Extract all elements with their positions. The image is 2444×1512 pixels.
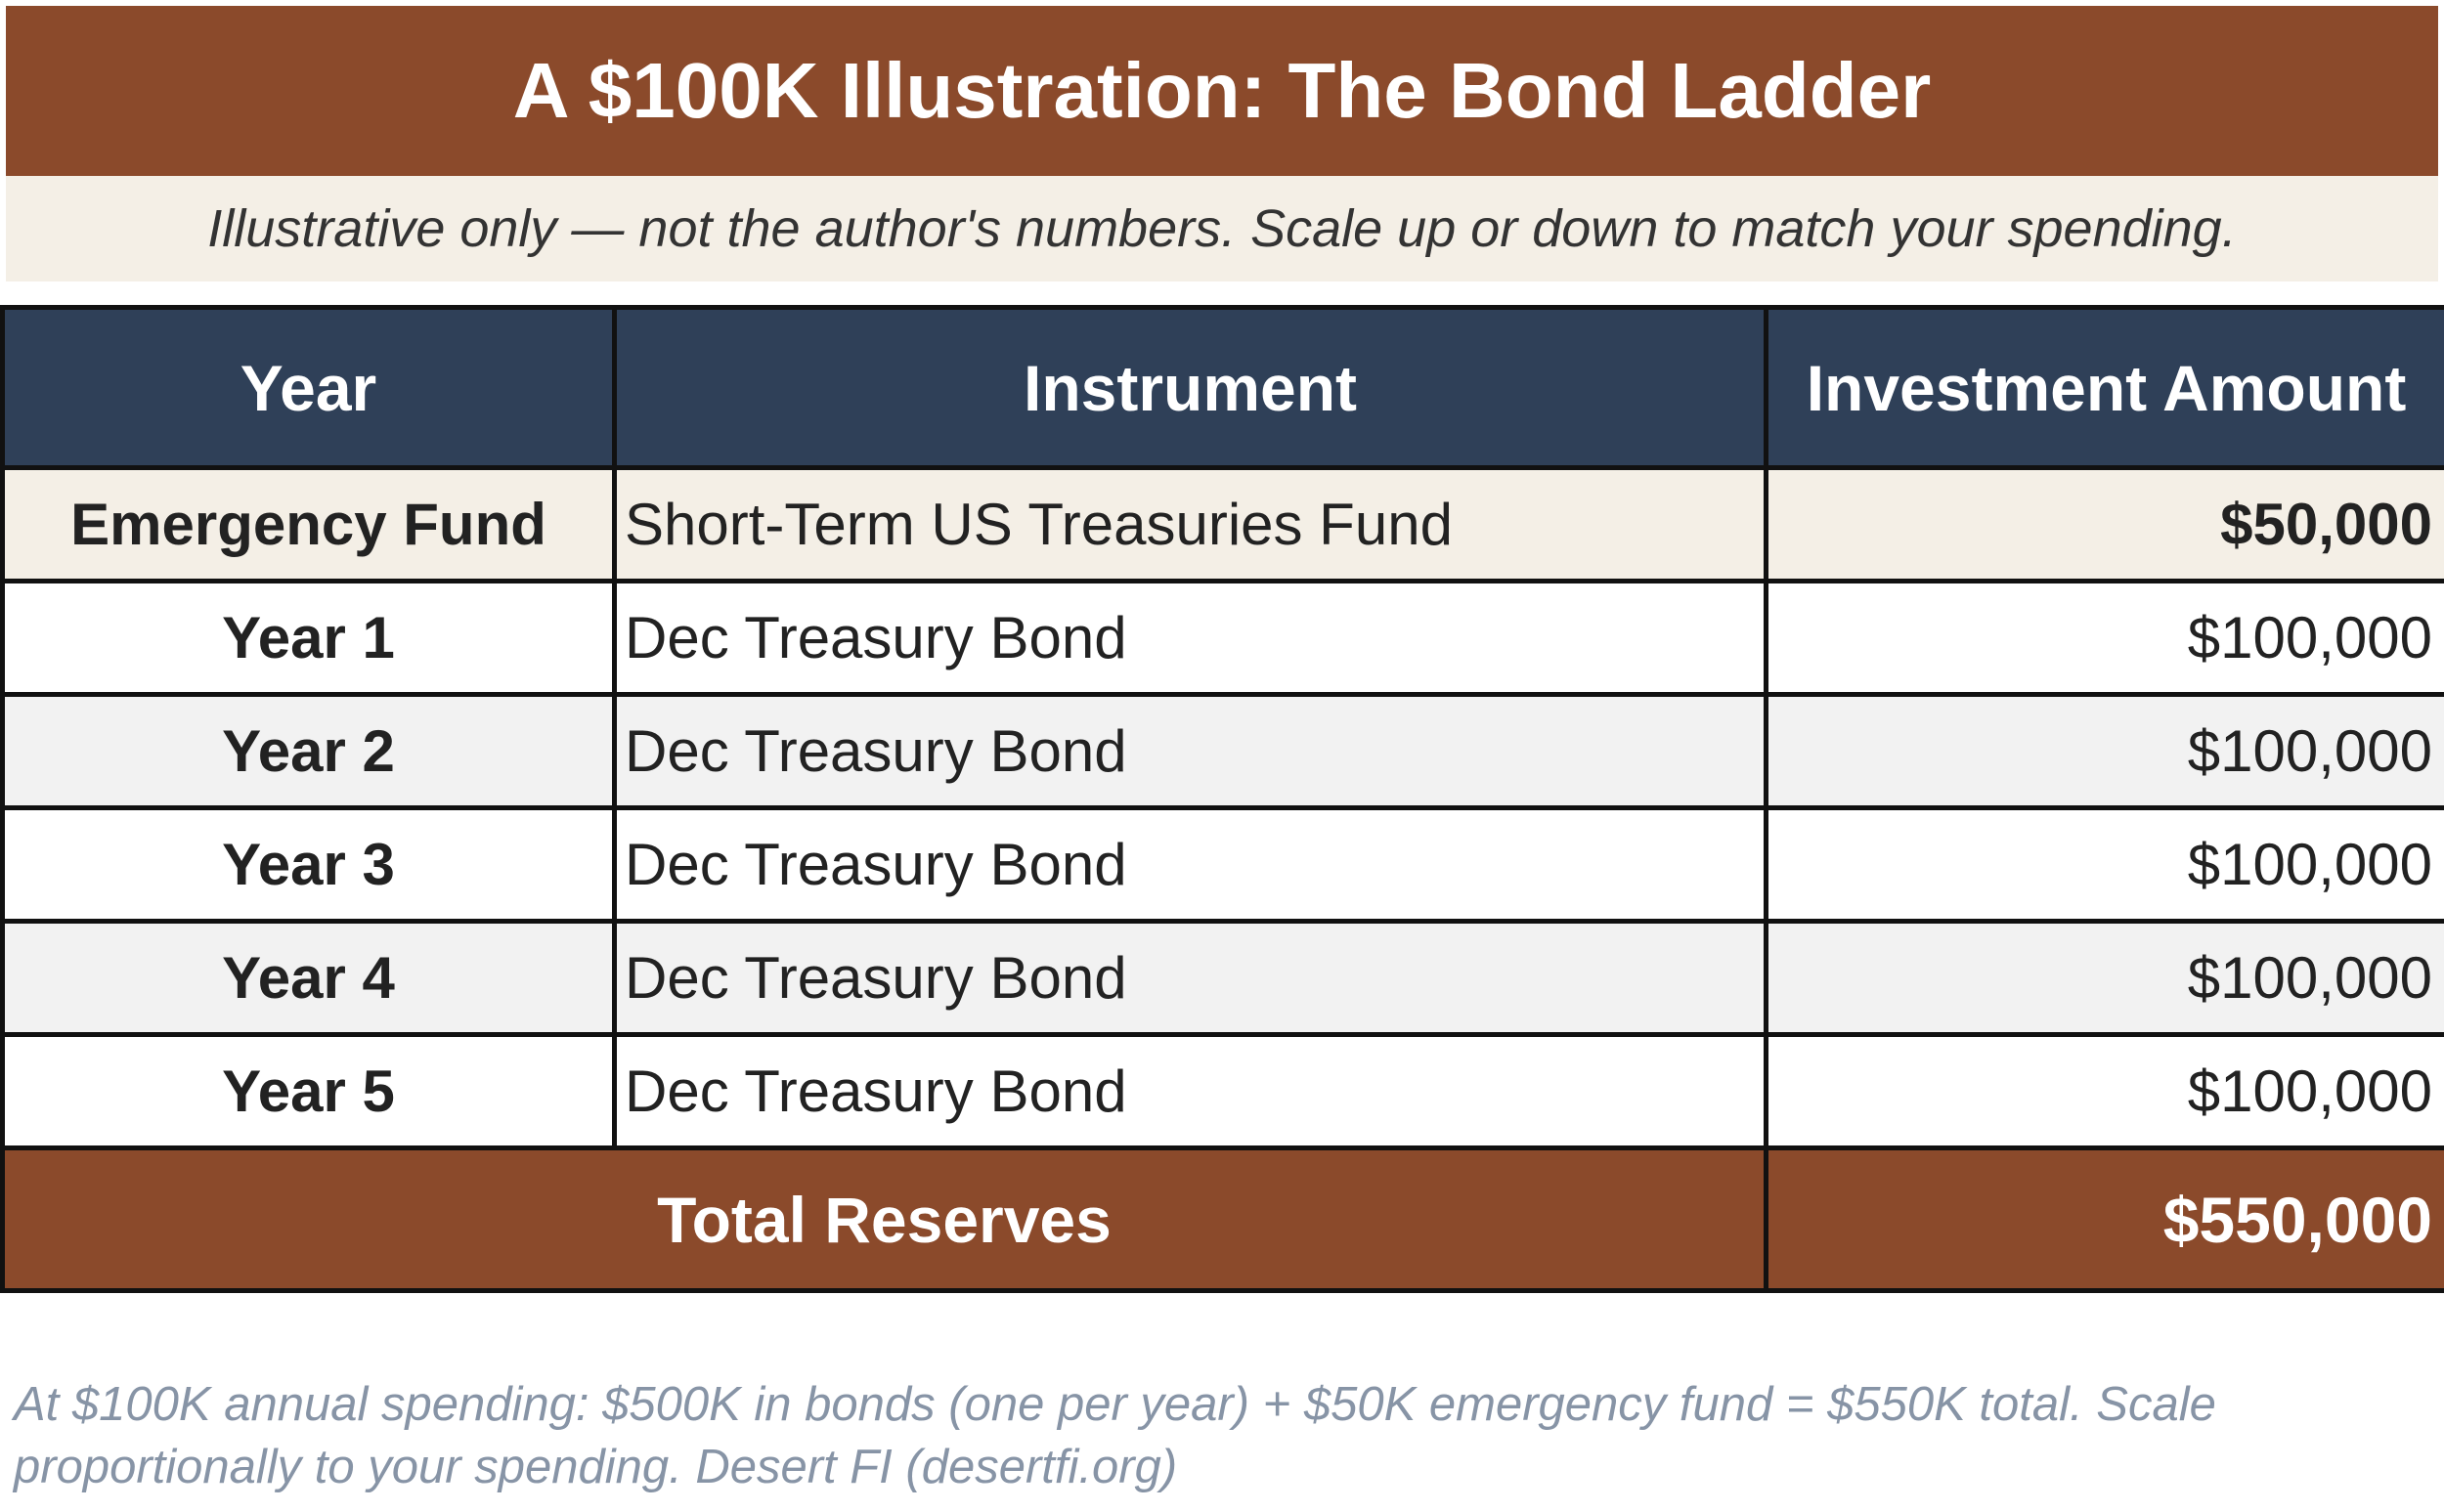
row-year-cell: Year 1 (0, 579, 617, 697)
row-year-cell: Year 4 (0, 919, 617, 1037)
row-amount-cell: $100,000 (1764, 805, 2444, 924)
row-year-cell: Year 2 (0, 692, 617, 810)
column-header-amount: Investment Amount (1764, 305, 2444, 470)
table-row: Year 2 Dec Treasury Bond $100,000 (0, 692, 2444, 810)
row-amount-cell: $100,000 (1764, 919, 2444, 1037)
table-row: Year 3 Dec Treasury Bond $100,000 (0, 805, 2444, 924)
table-row: Year 1 Dec Treasury Bond $100,000 (0, 579, 2444, 697)
row-amount-cell: $50,000 (1764, 465, 2444, 583)
table-row: Emergency Fund Short-Term US Treasuries … (0, 465, 2444, 583)
total-amount: $550,000 (1764, 1145, 2444, 1293)
row-instrument-cell: Short-Term US Treasuries Fund (612, 465, 1768, 583)
column-header-instrument: Instrument (612, 305, 1768, 470)
row-year-cell: Emergency Fund (0, 465, 617, 583)
row-instrument-cell: Dec Treasury Bond (612, 692, 1768, 810)
row-instrument-cell: Dec Treasury Bond (612, 579, 1768, 697)
row-instrument-cell: Dec Treasury Bond (612, 1032, 1768, 1150)
table-row: Year 4 Dec Treasury Bond $100,000 (0, 919, 2444, 1037)
row-instrument-cell: Dec Treasury Bond (612, 805, 1768, 924)
row-amount-cell: $100,000 (1764, 692, 2444, 810)
total-row: Total Reserves $550,000 (0, 1145, 2444, 1293)
row-amount-cell: $100,000 (1764, 1032, 2444, 1150)
total-label: Total Reserves (0, 1145, 1768, 1293)
row-instrument-cell: Dec Treasury Bond (612, 919, 1768, 1037)
table-row: Year 5 Dec Treasury Bond $100,000 (0, 1032, 2444, 1150)
row-amount-cell: $100,000 (1764, 579, 2444, 697)
row-year-cell: Year 3 (0, 805, 617, 924)
table-header-row: Year Instrument Investment Amount (0, 305, 2444, 470)
page-subtitle: Illustrative only — not the author's num… (6, 176, 2438, 281)
footnote: At $100K annual spending: $500K in bonds… (14, 1378, 2216, 1493)
row-year-cell: Year 5 (0, 1032, 617, 1150)
page-title: A $100K Illustration: The Bond Ladder (6, 6, 2438, 176)
bond-ladder-table: Year Instrument Investment Amount Emerge… (0, 305, 2444, 1293)
column-header-year: Year (0, 305, 617, 470)
